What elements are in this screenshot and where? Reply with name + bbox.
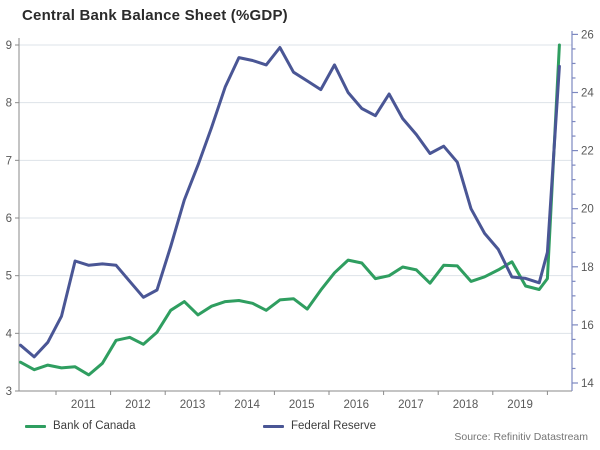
legend-label-bank-of-canada: Bank of Canada xyxy=(53,420,136,432)
x-axis-tick-label: 2018 xyxy=(453,399,479,411)
series-line-federal-reserve xyxy=(19,46,561,359)
x-axis-tick-label: 2016 xyxy=(344,399,370,411)
right-axis-tick-label: 16 xyxy=(581,320,594,332)
left-axis-tick-label: 7 xyxy=(6,155,12,167)
left-axis-tick-label: 5 xyxy=(6,271,12,283)
legend-item-federal-reserve: Federal Reserve xyxy=(263,418,376,434)
x-axis-tick-label: 2012 xyxy=(125,399,151,411)
x-axis-tick-label: 2013 xyxy=(180,399,206,411)
right-axis-tick-label: 22 xyxy=(581,146,594,158)
left-axis-tick-label: 3 xyxy=(6,386,12,398)
left-axis-tick-label: 6 xyxy=(6,213,12,225)
legend-swatch-federal-reserve-icon xyxy=(263,424,284,428)
series-line-bank-of-canada xyxy=(19,43,561,377)
right-axis-tick-label: 20 xyxy=(581,204,594,216)
right-axis-tick-label: 14 xyxy=(581,378,594,390)
left-axis-tick-label: 9 xyxy=(6,40,12,52)
left-axis-tick-label: 8 xyxy=(6,98,12,110)
x-axis-tick-label: 2017 xyxy=(398,399,424,411)
left-axis-tick-label: 4 xyxy=(6,328,13,340)
legend-label-federal-reserve: Federal Reserve xyxy=(291,420,377,432)
x-axis-tick-label: 2019 xyxy=(507,399,533,411)
source-text: Source: Refinitiv Datastream xyxy=(454,431,588,443)
x-axis-tick-label: 2015 xyxy=(289,399,315,411)
legend-swatch-bank-of-canada-icon xyxy=(25,424,46,428)
right-axis-tick-label: 18 xyxy=(581,262,594,274)
legend-item-bank-of-canada: Bank of Canada xyxy=(25,418,135,434)
x-axis-tick-label: 2014 xyxy=(234,399,260,411)
right-axis-tick-label: 26 xyxy=(581,29,594,41)
legend: Bank of Canada Federal Reserve xyxy=(0,418,600,434)
chart-title: Central Bank Balance Sheet (%GDP) xyxy=(22,7,288,24)
right-axis-tick-label: 24 xyxy=(581,88,594,100)
x-axis-tick-label: 2011 xyxy=(71,399,96,411)
